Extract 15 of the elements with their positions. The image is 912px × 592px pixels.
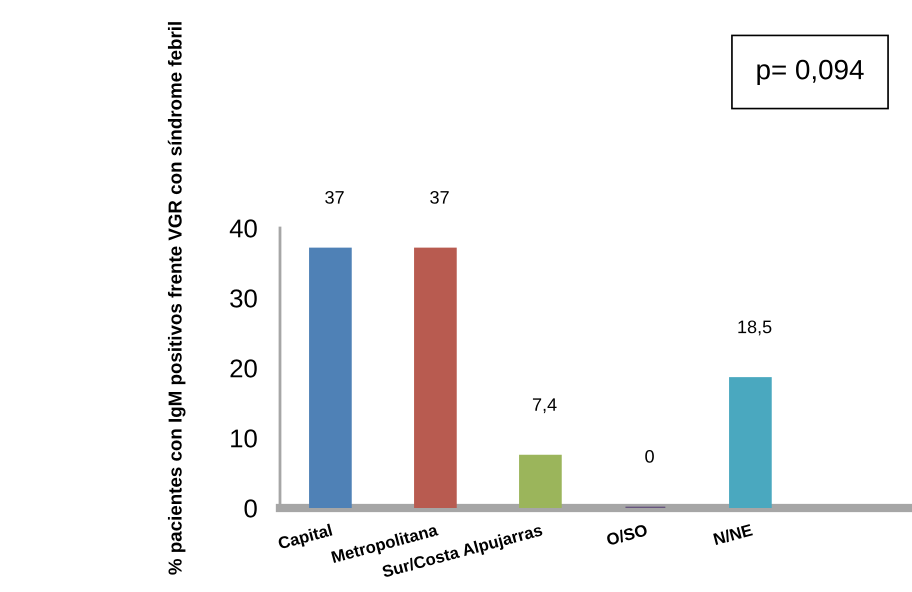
y-tick-label: 20 xyxy=(230,359,257,378)
y-tick-label: 40 xyxy=(230,219,257,238)
y-axis-title: % pacientes con IgM positivos frente VGR con síndrome febril xyxy=(168,22,186,575)
data-label: 37 xyxy=(325,190,344,204)
data-label: 18,5 xyxy=(738,320,772,336)
y-tick-label: 30 xyxy=(230,289,257,308)
y-tick-label: 10 xyxy=(231,429,257,448)
data-label: 0 xyxy=(645,450,654,463)
x-tick-label: N/NE xyxy=(713,523,753,546)
x-tick-label: O/SO xyxy=(606,523,648,546)
text: p= 0,094 xyxy=(757,60,864,85)
data-label: 37 xyxy=(430,190,449,204)
x-tick-label: Capital xyxy=(277,524,334,552)
y-tick-label: 0 xyxy=(244,499,257,518)
data-label: 7,4 xyxy=(532,398,557,414)
